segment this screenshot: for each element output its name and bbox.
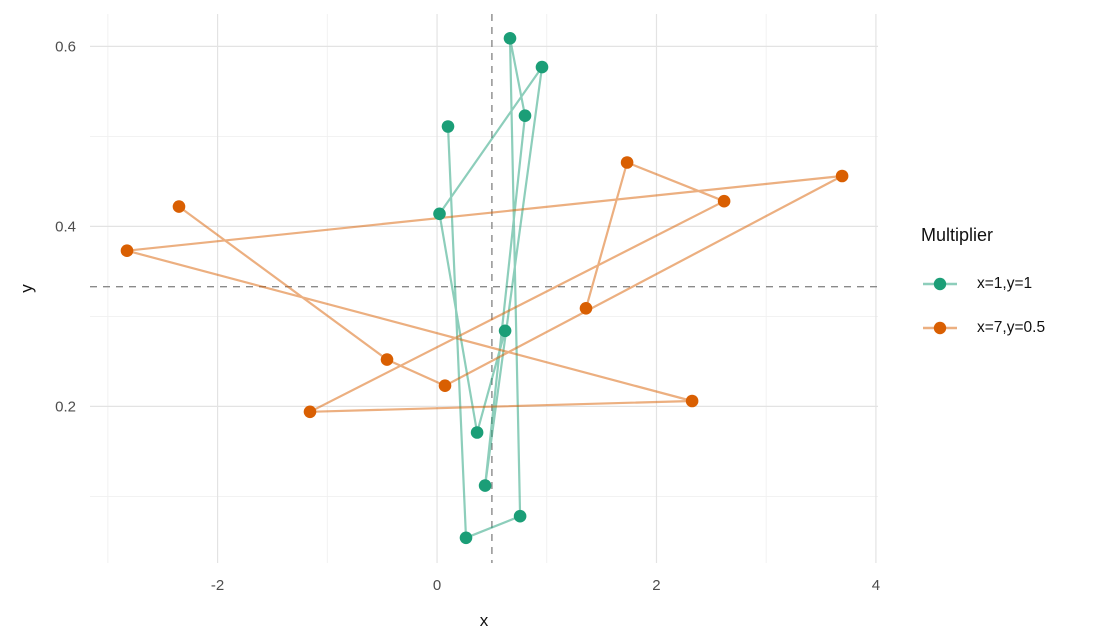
data-point (717, 194, 731, 208)
data-point (303, 405, 317, 419)
x-axis-title: x (480, 611, 489, 630)
data-point (441, 120, 455, 133)
legend-key-green-icon (923, 277, 957, 291)
legend-item-label: x=1,y=1 (977, 275, 1033, 292)
data-point (518, 109, 532, 122)
axis-labels: -2 0 2 4 0.2 0.4 0.6 x y (17, 38, 880, 630)
data-point (513, 509, 527, 523)
x-axis-tick-label: -2 (211, 577, 224, 594)
data-point (498, 324, 512, 338)
data-point (470, 426, 484, 439)
data-point (535, 60, 549, 74)
data-point (503, 32, 517, 45)
data-point (459, 531, 473, 545)
data-point (685, 394, 699, 408)
x-axis-tick-label: 0 (433, 577, 441, 594)
dashed-reference-lines (90, 14, 878, 563)
series-path-0 (438, 37, 544, 539)
data-point (380, 353, 394, 366)
data-point (172, 200, 186, 213)
data-point (478, 479, 492, 492)
data-point (620, 156, 634, 169)
y-axis-title: y (17, 284, 36, 293)
series-data-points (120, 32, 849, 545)
series-path-1 (125, 161, 844, 413)
legend-item-x7y05: x=7,y=0.5 (921, 314, 1045, 342)
data-point (120, 244, 134, 257)
series-path-lines (125, 37, 844, 539)
legend-key-orange-icon (923, 321, 957, 335)
x-axis-tick-label: 2 (652, 577, 660, 594)
x-axis-tick-label: 4 (872, 577, 880, 594)
y-axis-tick-label: 0.4 (55, 218, 76, 235)
legend: Multiplier x=1,y=1 x=7,y=0.5 (921, 224, 1045, 358)
minor-gridlines (90, 14, 878, 563)
y-axis-tick-label: 0.6 (55, 38, 76, 55)
data-point (579, 302, 593, 315)
y-axis-tick-label: 0.2 (55, 398, 76, 415)
legend-item-x1y1: x=1,y=1 (921, 270, 1045, 298)
legend-title: Multiplier (921, 225, 994, 245)
data-point (433, 207, 446, 221)
data-point (835, 169, 849, 183)
legend-item-label: x=7,y=0.5 (977, 319, 1046, 336)
data-point (438, 379, 452, 393)
